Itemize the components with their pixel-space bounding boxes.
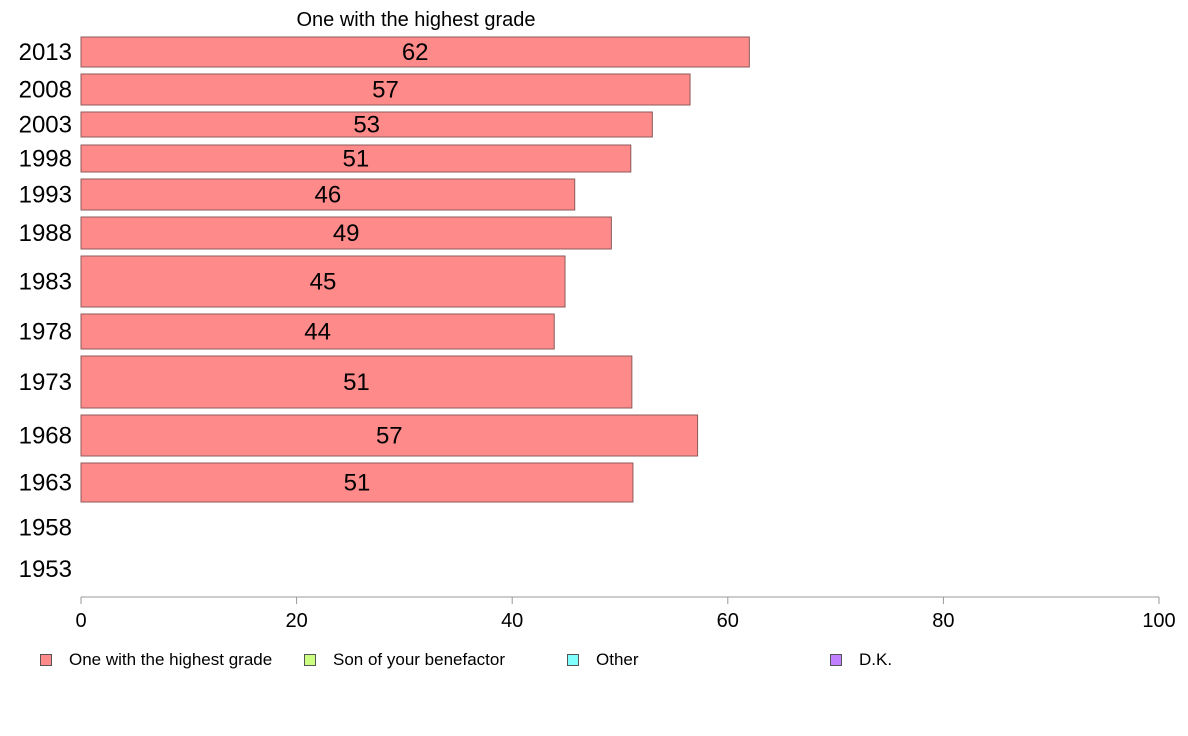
- bar: [80, 216, 612, 250]
- y-tick-label: 1958: [19, 515, 72, 542]
- bar-data-label: 44: [304, 319, 331, 346]
- legend-label: Other: [596, 650, 639, 669]
- chart-title: One with the highest grade: [296, 9, 535, 31]
- bar-data-label: 51: [343, 146, 370, 173]
- bar-data-label: 57: [372, 77, 399, 104]
- bar-data-label: 62: [402, 39, 429, 66]
- bar-data-label: 57: [376, 423, 403, 450]
- bar-data-label: 51: [344, 470, 371, 497]
- bar-chart: One with the highest grade 2013 62 2008 57 20…: [19, 9, 1176, 632]
- bar: [80, 111, 653, 138]
- y-tick-label: 1983: [19, 269, 72, 296]
- bar-data-label: 45: [310, 269, 337, 296]
- legend-swatch-dk: [830, 654, 842, 666]
- y-tick-label: 1988: [19, 220, 72, 247]
- y-tick-label: 2008: [19, 77, 72, 104]
- x-tick-label: 20: [285, 610, 307, 632]
- legend-item-other: Other: [567, 648, 639, 672]
- x-tick-label: 60: [717, 610, 739, 632]
- y-tick-label: 2013: [19, 39, 72, 66]
- bar-data-label: 53: [353, 112, 380, 139]
- legend-item-benefactor: Son of your benefactor: [304, 648, 505, 672]
- bar: [80, 73, 691, 106]
- x-tick-label: 100: [1142, 610, 1175, 632]
- bar: [80, 178, 576, 211]
- legend-item-highest-grade: One with the highest grade: [40, 648, 272, 672]
- y-tick-label: 1973: [19, 369, 72, 396]
- bar: [80, 255, 566, 308]
- bar: [80, 355, 633, 409]
- legend: One with the highest grade Son of your b…: [0, 648, 1188, 672]
- x-tick-label: 80: [932, 610, 954, 632]
- legend-label: D.K.: [859, 650, 893, 669]
- y-tick-label: 1998: [19, 146, 72, 173]
- legend-swatch-benefactor: [304, 654, 316, 666]
- x-tick-label: 40: [501, 610, 523, 632]
- y-tick-label: 1953: [19, 556, 72, 583]
- y-tick-label: 1978: [19, 319, 72, 346]
- bar: [80, 36, 750, 68]
- bar: [80, 313, 555, 350]
- bar-data-label: 51: [343, 369, 370, 396]
- bar: [80, 144, 632, 173]
- y-tick-label: 1968: [19, 423, 72, 450]
- bar: [80, 414, 699, 457]
- legend-swatch-highest-grade: [40, 654, 52, 666]
- bar: [80, 462, 634, 503]
- x-tick-label: 0: [75, 610, 86, 632]
- y-tick-label: 1963: [19, 470, 72, 497]
- legend-label: Son of your benefactor: [333, 650, 506, 669]
- y-tick-label: 2003: [19, 112, 72, 139]
- bar-data-label: 49: [333, 220, 360, 247]
- bar-data-label: 46: [315, 182, 342, 209]
- legend-label: One with the highest grade: [69, 650, 273, 669]
- legend-item-dk: D.K.: [830, 648, 892, 672]
- y-tick-label: 1993: [19, 182, 72, 209]
- legend-swatch-other: [567, 654, 579, 666]
